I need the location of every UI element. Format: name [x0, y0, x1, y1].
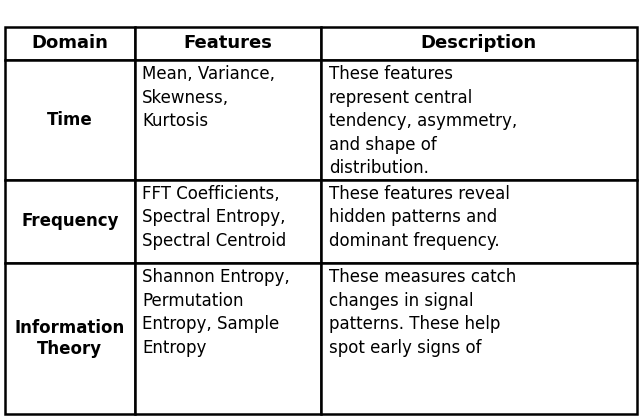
Bar [321, 263, 637, 414]
Text: Shannon Entropy,
Permutation
Entropy, Sample
Entropy: Shannon Entropy, Permutation Entropy, Sa… [142, 268, 290, 357]
Bar [321, 27, 637, 60]
Bar [5, 27, 134, 60]
Bar [321, 60, 637, 180]
Text: Mean, Variance,
Skewness,
Kurtosis: Mean, Variance, Skewness, Kurtosis [142, 65, 275, 130]
Text: FFT Coefficients,
Spectral Entropy,
Spectral Centroid: FFT Coefficients, Spectral Entropy, Spec… [142, 185, 287, 250]
Bar [134, 60, 321, 180]
Text: These features
represent central
tendency, asymmetry,
and shape of
distribution.: These features represent central tendenc… [329, 65, 517, 177]
Text: Frequency: Frequency [21, 213, 118, 230]
Bar [134, 180, 321, 263]
Bar [134, 263, 321, 414]
Bar [134, 27, 321, 60]
Text: These measures catch
changes in signal
patterns. These help
spot early signs of: These measures catch changes in signal p… [329, 268, 516, 357]
Text: Domain: Domain [31, 35, 108, 52]
Text: Information
Theory: Information Theory [15, 319, 125, 358]
Bar [5, 60, 134, 180]
Text: These features reveal
hidden patterns and
dominant frequency.: These features reveal hidden patterns an… [329, 185, 509, 250]
Bar [321, 180, 637, 263]
Bar [5, 263, 134, 414]
Text: Features: Features [183, 35, 272, 52]
Text: Time: Time [47, 111, 93, 129]
Text: Description: Description [421, 35, 537, 52]
Bar [5, 180, 134, 263]
